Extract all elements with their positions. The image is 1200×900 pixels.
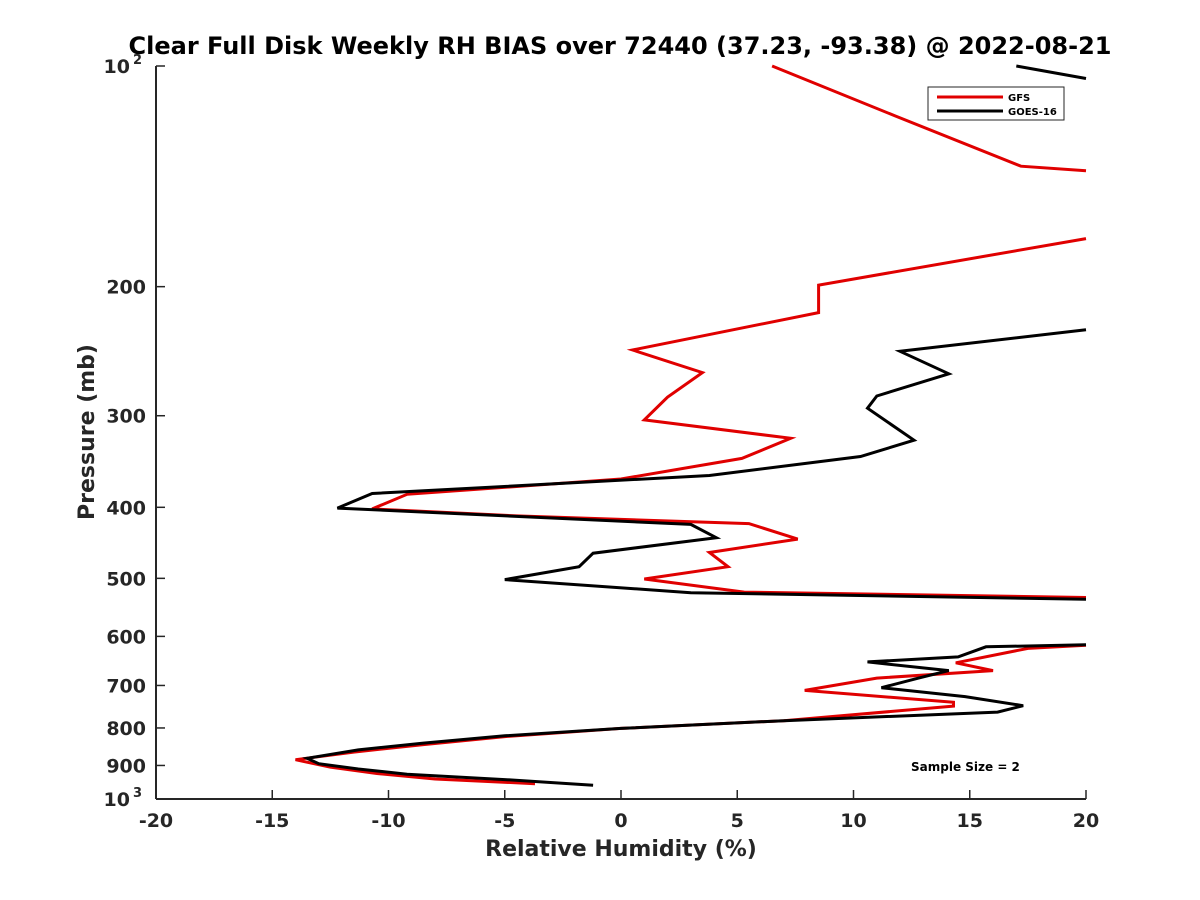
x-tick-label: -20 <box>139 810 173 832</box>
x-tick-label: 10 <box>840 810 866 832</box>
series-line-gfs <box>295 64 1087 786</box>
x-tick-label: 5 <box>731 810 744 832</box>
plot-area <box>295 64 1087 787</box>
x-tick-label: 15 <box>957 810 983 832</box>
y-tick-label: 800 <box>106 718 146 740</box>
y-tick-label-exponent: 2 <box>133 53 142 68</box>
x-tick-label: -5 <box>494 810 515 832</box>
y-tick-label: 600 <box>106 626 146 648</box>
y-tick-label: 10 <box>104 56 130 78</box>
sample-size-annotation: Sample Size = 2 <box>911 760 1020 774</box>
y-axis-label: Pressure (mb) <box>75 344 100 520</box>
legend-label-gfs: GFS <box>1008 93 1030 104</box>
y-tick-label: 700 <box>106 675 146 697</box>
x-tick-label: -15 <box>255 810 289 832</box>
x-tick-label: -10 <box>371 810 405 832</box>
legend: GFS GOES-16 <box>927 86 1065 121</box>
chart-title: Clear Full Disk Weekly RH BIAS over 7244… <box>129 32 1112 60</box>
legend-label-goes16: GOES-16 <box>1008 107 1057 118</box>
y-tick-label: 300 <box>106 406 146 428</box>
y-tick-label: 500 <box>106 568 146 590</box>
x-axis-label: Relative Humidity (%) <box>485 837 757 862</box>
y-tick-label: 900 <box>106 755 146 777</box>
y-tick-label: 400 <box>106 497 146 519</box>
y-tick-label-exponent: 3 <box>133 786 142 801</box>
y-tick-label: 10 <box>104 789 130 811</box>
series-line-goes16 <box>302 64 1087 787</box>
legend-box <box>927 86 1065 121</box>
y-tick-label: 200 <box>106 277 146 299</box>
x-tick-label: 20 <box>1073 810 1099 832</box>
x-tick-label: 0 <box>614 810 627 832</box>
x-axis-ticks: -20 -15 -10 -5 0 5 10 15 20 <box>139 790 1099 832</box>
